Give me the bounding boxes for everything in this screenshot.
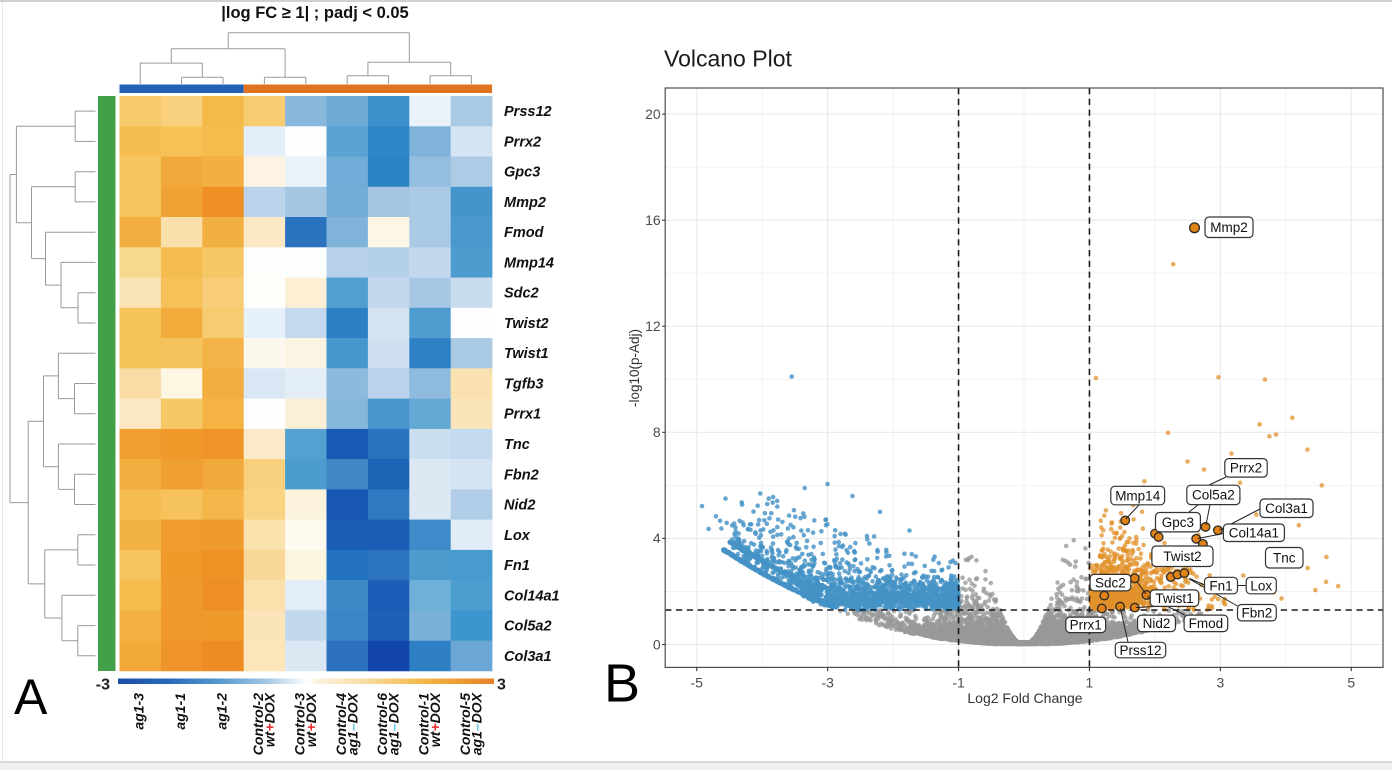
svg-text:Tnc: Tnc xyxy=(504,437,530,453)
svg-text:wt+DOX: wt+DOX xyxy=(427,691,443,747)
svg-text:Mmp2: Mmp2 xyxy=(504,195,546,211)
svg-text:Col5a2: Col5a2 xyxy=(504,619,552,635)
svg-text:A: A xyxy=(14,669,48,725)
svg-text:Twist2: Twist2 xyxy=(504,316,549,332)
svg-text:Mmp14: Mmp14 xyxy=(504,255,554,271)
svg-text:Volcano Plot: Volcano Plot xyxy=(664,46,792,72)
svg-text:Control-1: Control-1 xyxy=(416,693,432,755)
svg-text:ag1-3: ag1-3 xyxy=(131,693,147,730)
svg-text:ag1–DOX: ag1–DOX xyxy=(469,691,485,755)
svg-text:Twist1: Twist1 xyxy=(504,346,549,362)
svg-text:|log FC ≥ 1| ; padj < 0.05: |log FC ≥ 1| ; padj < 0.05 xyxy=(221,4,408,22)
svg-text:ag1-1: ag1-1 xyxy=(172,693,188,730)
svg-text:wt+DOX: wt+DOX xyxy=(262,691,278,747)
svg-text:Lox: Lox xyxy=(504,528,531,544)
svg-text:3: 3 xyxy=(497,677,506,694)
svg-text:Gpc3: Gpc3 xyxy=(504,165,540,181)
svg-text:Sdc2: Sdc2 xyxy=(504,286,539,302)
svg-text:Control-6: Control-6 xyxy=(374,693,390,755)
svg-text:Prss12: Prss12 xyxy=(504,104,552,120)
svg-text:Col3a1: Col3a1 xyxy=(504,649,552,665)
svg-text:ag1-2: ag1-2 xyxy=(214,693,230,730)
svg-text:-3: -3 xyxy=(96,677,110,694)
svg-text:Fbn2: Fbn2 xyxy=(504,467,539,483)
svg-text:Col14a1: Col14a1 xyxy=(504,588,560,604)
svg-text:Nid2: Nid2 xyxy=(504,498,535,514)
svg-text:Fmod: Fmod xyxy=(504,225,545,241)
svg-text:Control-4: Control-4 xyxy=(333,693,349,755)
svg-text:Fn1: Fn1 xyxy=(504,558,530,574)
svg-text:wt+DOX: wt+DOX xyxy=(303,691,319,747)
svg-text:Prrx2: Prrx2 xyxy=(504,134,541,150)
svg-text:Tgfb3: Tgfb3 xyxy=(504,377,543,393)
svg-text:ag1–DOX: ag1–DOX xyxy=(386,691,402,755)
svg-text:Control-3: Control-3 xyxy=(291,693,307,755)
svg-text:ag1–DOX: ag1–DOX xyxy=(344,691,360,755)
svg-text:Control-2: Control-2 xyxy=(250,693,266,755)
svg-text:Prrx1: Prrx1 xyxy=(504,407,541,423)
svg-text:Control-5: Control-5 xyxy=(457,693,473,755)
